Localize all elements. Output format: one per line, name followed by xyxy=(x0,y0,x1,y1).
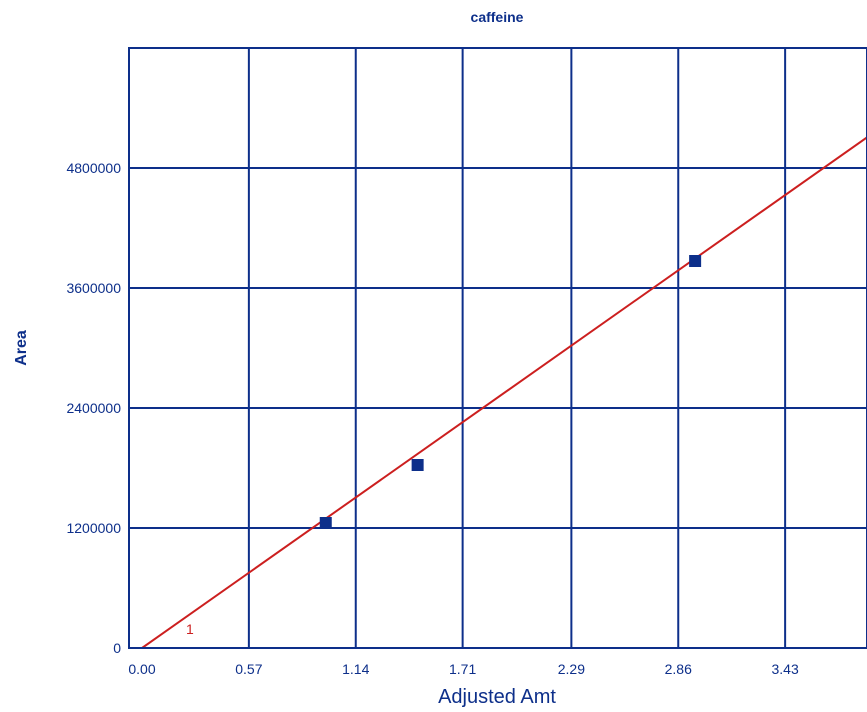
fit-line-label: 1 xyxy=(186,621,194,637)
x-axis-title: Adjusted Amt xyxy=(438,686,556,708)
x-tick-labels: 0.00 0.57 1.14 1.71 2.29 2.86 3.43 xyxy=(128,661,799,677)
y-tick-label: 1200000 xyxy=(66,520,121,536)
calibration-fit-line xyxy=(141,136,867,649)
y-axis-title: Area xyxy=(13,330,30,366)
x-tick-label: 0.00 xyxy=(128,661,155,677)
x-tick-label: 1.14 xyxy=(342,661,369,677)
chart-title: caffeine xyxy=(471,9,524,25)
x-tick-label: 0.57 xyxy=(235,661,262,677)
x-tick-label: 2.86 xyxy=(665,661,692,677)
y-tick-labels: 0 1200000 2400000 3600000 4800000 xyxy=(66,160,121,656)
data-point xyxy=(319,517,332,529)
data-point xyxy=(411,459,424,471)
data-point xyxy=(689,255,702,267)
fit-line-group: 1 xyxy=(141,136,867,649)
data-points xyxy=(319,255,702,529)
plot-area-border xyxy=(128,47,867,649)
x-tick-label: 2.29 xyxy=(558,661,585,677)
grid xyxy=(129,48,867,648)
y-tick-label: 2400000 xyxy=(66,400,121,416)
y-tick-label: 0 xyxy=(113,640,121,656)
x-tick-label: 1.71 xyxy=(449,661,476,677)
y-tick-label: 4800000 xyxy=(66,160,121,176)
x-tick-label: 3.43 xyxy=(772,661,799,677)
y-tick-label: 3600000 xyxy=(66,280,121,296)
